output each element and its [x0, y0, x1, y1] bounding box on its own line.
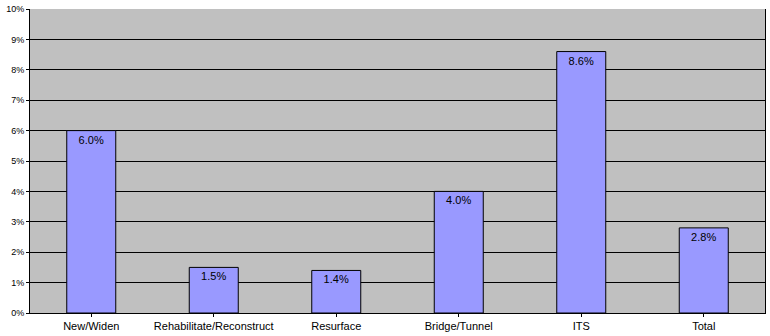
- svg-text:4.0%: 4.0%: [446, 194, 471, 206]
- svg-text:6%: 6%: [11, 126, 24, 136]
- svg-text:6.0%: 6.0%: [79, 134, 104, 146]
- svg-text:8.6%: 8.6%: [569, 55, 594, 67]
- svg-text:1.4%: 1.4%: [324, 273, 349, 285]
- svg-text:Resurface: Resurface: [311, 320, 361, 332]
- svg-text:9%: 9%: [11, 35, 24, 45]
- svg-text:Bridge/Tunnel: Bridge/Tunnel: [425, 320, 493, 332]
- svg-text:0%: 0%: [11, 308, 24, 318]
- svg-text:1%: 1%: [11, 278, 24, 288]
- svg-text:New/Widen: New/Widen: [63, 320, 119, 332]
- svg-text:ITS: ITS: [573, 320, 590, 332]
- svg-text:3%: 3%: [11, 217, 24, 227]
- svg-text:10%: 10%: [6, 4, 24, 14]
- svg-text:2.8%: 2.8%: [691, 231, 716, 243]
- svg-text:Total: Total: [692, 320, 715, 332]
- svg-text:8%: 8%: [11, 65, 24, 75]
- svg-text:2%: 2%: [11, 247, 24, 257]
- svg-text:5%: 5%: [11, 156, 24, 166]
- svg-text:Rehabilitate/Reconstruct: Rehabilitate/Reconstruct: [154, 320, 274, 332]
- svg-text:7%: 7%: [11, 95, 24, 105]
- svg-text:4%: 4%: [11, 187, 24, 197]
- svg-text:1.5%: 1.5%: [201, 270, 226, 282]
